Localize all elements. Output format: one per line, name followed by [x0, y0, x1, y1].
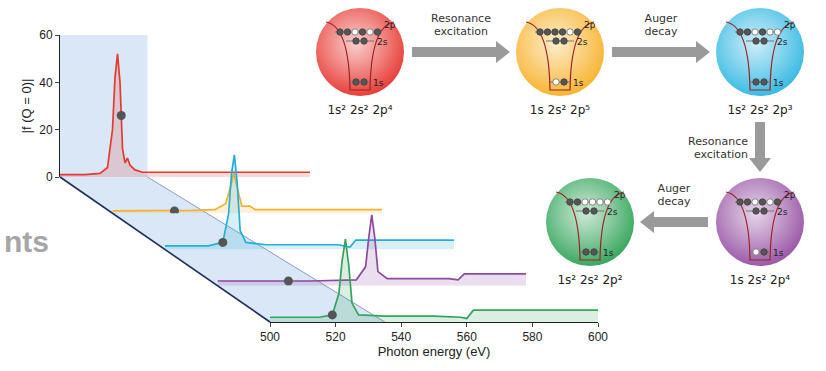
- svg-text:2p: 2p: [384, 20, 396, 30]
- svg-text:60: 60: [39, 28, 53, 42]
- svg-text:1s: 1s: [603, 248, 614, 258]
- svg-text:|f (Q = 0)|: |f (Q = 0)|: [19, 79, 34, 134]
- svg-text:1s² 2s² 2p²: 1s² 2s² 2p²: [557, 273, 622, 287]
- svg-text:0: 0: [46, 170, 53, 184]
- svg-text:580: 580: [522, 330, 542, 344]
- svg-text:Resonanceexcitation: Resonanceexcitation: [431, 12, 491, 38]
- svg-text:1s: 1s: [373, 78, 384, 88]
- svg-text:1s 2s² 2p⁵: 1s 2s² 2p⁵: [530, 103, 590, 117]
- svg-text:Augerdecay: Augerdecay: [644, 12, 678, 38]
- svg-text:500: 500: [260, 330, 280, 344]
- svg-text:40: 40: [39, 76, 53, 90]
- svg-text:520: 520: [326, 330, 346, 344]
- svg-text:2p: 2p: [784, 190, 796, 200]
- svg-text:1s 2s² 2p⁴: 1s 2s² 2p⁴: [730, 273, 790, 287]
- svg-text:Photon energy (eV): Photon energy (eV): [378, 344, 491, 359]
- svg-text:2s: 2s: [377, 37, 388, 47]
- svg-text:20: 20: [39, 123, 53, 137]
- svg-text:2p: 2p: [584, 20, 596, 30]
- svg-text:2s: 2s: [607, 207, 618, 217]
- svg-text:600: 600: [588, 330, 608, 344]
- svg-text:1s: 1s: [773, 78, 784, 88]
- svg-text:1s: 1s: [573, 78, 584, 88]
- svg-text:2s: 2s: [777, 207, 788, 217]
- svg-text:1s: 1s: [773, 248, 784, 258]
- svg-text:540: 540: [391, 330, 411, 344]
- svg-text:Resonanceexcitation: Resonanceexcitation: [688, 135, 748, 161]
- svg-text:2s: 2s: [577, 37, 588, 47]
- svg-text:2p: 2p: [784, 20, 796, 30]
- svg-text:2s: 2s: [777, 37, 788, 47]
- svg-text:Augerdecay: Augerdecay: [657, 182, 691, 208]
- svg-text:2p: 2p: [614, 190, 626, 200]
- svg-text:1s² 2s² 2p⁴: 1s² 2s² 2p⁴: [327, 103, 392, 117]
- svg-text:560: 560: [457, 330, 477, 344]
- svg-text:1s² 2s² 2p³: 1s² 2s² 2p³: [727, 103, 792, 117]
- svg-text:nts: nts: [4, 225, 49, 258]
